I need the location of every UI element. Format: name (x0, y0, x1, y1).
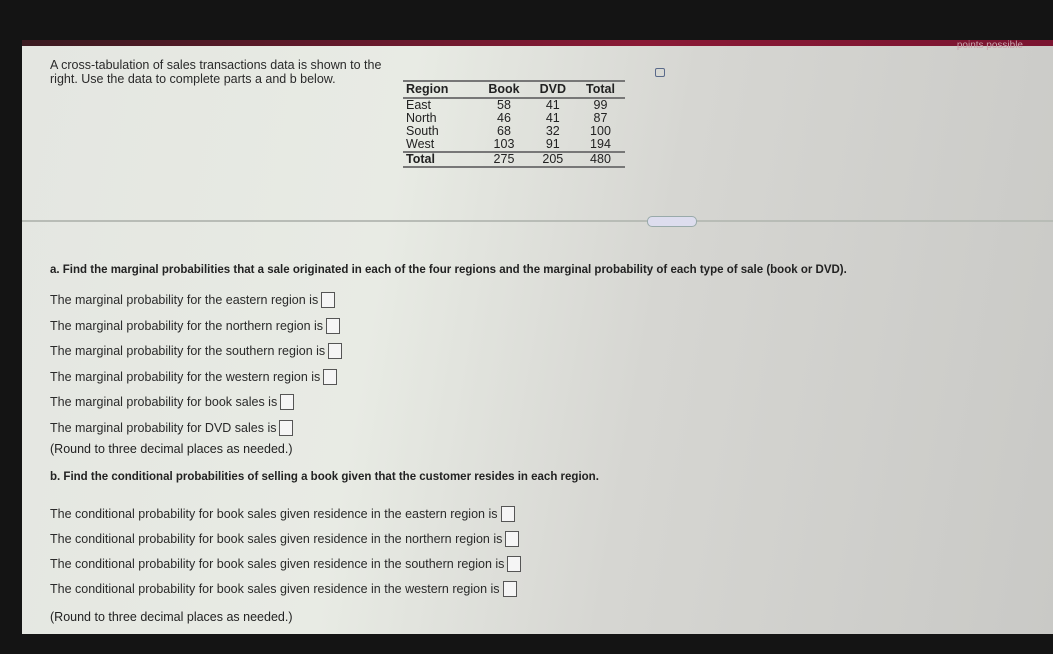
answer-input[interactable] (279, 419, 294, 436)
answer-input[interactable] (321, 292, 336, 308)
table-row: East 58 41 99 (403, 98, 625, 112)
answer-label: The conditional probability for book sal… (50, 507, 498, 521)
table-cell: Total (403, 151, 479, 167)
table-cell: 100 (590, 124, 611, 138)
answer-label: The marginal probability for the souther… (50, 344, 326, 358)
table-row: West 103 91 194 (403, 138, 625, 152)
answer-input[interactable] (505, 531, 520, 547)
column-header: DVD (529, 81, 577, 99)
answer-line: The marginal probability for book sales … (50, 394, 295, 410)
answer-input[interactable] (326, 317, 341, 334)
table-cell: 480 (576, 151, 625, 167)
answer-line: The marginal probability for the western… (50, 368, 338, 385)
table-cell: 87 (593, 111, 608, 125)
table-cell: 68 (497, 124, 511, 138)
column-header: Total (576, 81, 625, 99)
part-a-note: (Round to three decimal places as needed… (50, 442, 293, 456)
table-cell: 194 (590, 137, 611, 151)
screen: points possible A cross-tabulation of sa… (22, 40, 1053, 634)
cross-tab-table: Region Book DVD Total East 58 41 99 North 46 41 87… (403, 80, 625, 168)
answer-input[interactable] (323, 368, 338, 385)
intro-text: A cross-tabulation of sales transactions… (50, 58, 382, 86)
column-header: Region (403, 81, 479, 99)
answer-label: The marginal probability for the eastern… (50, 293, 319, 307)
total-row: Total 275 205 480 (403, 151, 625, 167)
table-cell: 58 (497, 98, 511, 112)
answer-line: The marginal probability for DVD sales i… (50, 419, 294, 436)
table-cell: 41 (545, 111, 560, 125)
column-header: Book (478, 81, 530, 99)
table-row: North 46 41 87 (403, 112, 625, 125)
part-a-question: a. Find the marginal probabilities that … (50, 264, 847, 276)
table-cell: 91 (545, 137, 560, 151)
table-cell: West (406, 137, 435, 151)
answer-label: The conditional probability for book sal… (50, 532, 503, 546)
table-cell: 41 (545, 98, 560, 112)
answer-label: The marginal probability for the western… (50, 369, 321, 384)
answer-line: The conditional probability for book sal… (50, 581, 517, 597)
answer-input[interactable] (328, 343, 343, 359)
table-cell: 46 (497, 111, 511, 125)
answer-input[interactable] (280, 394, 295, 410)
answer-input[interactable] (502, 581, 517, 597)
table-cell: 205 (529, 151, 577, 167)
answer-line: The conditional probability for book sal… (50, 506, 515, 522)
table-cell: 275 (478, 151, 530, 167)
answer-line: The marginal probability for the norther… (50, 317, 341, 334)
table-cell: North (406, 111, 437, 125)
answer-label: The conditional probability for book sal… (50, 582, 500, 596)
answer-input[interactable] (500, 506, 515, 522)
top-bar: points possible (22, 40, 1053, 51)
more-button[interactable] (647, 216, 697, 227)
answer-label: The marginal probability for the norther… (50, 318, 324, 333)
answer-input[interactable] (507, 556, 522, 572)
table-cell: 99 (593, 98, 608, 112)
answer-line: The marginal probability for the eastern… (50, 292, 336, 308)
answer-line: The conditional probability for book sal… (50, 556, 522, 572)
table-cell: 103 (493, 137, 515, 151)
divider (22, 220, 1053, 222)
answer-line: The marginal probability for the souther… (50, 343, 343, 359)
answer-label: The marginal probability for book sales … (50, 395, 278, 409)
table-cell: 32 (545, 124, 560, 138)
part-b-question: b. Find the conditional probabilities of… (50, 471, 599, 483)
table-cell: East (406, 98, 432, 112)
copy-icon[interactable] (655, 68, 665, 77)
answer-line: The conditional probability for book sal… (50, 531, 520, 547)
answer-label: The marginal probability for DVD sales i… (50, 420, 277, 435)
points-text: points possible (956, 40, 1023, 51)
table-row: South 68 32 100 (403, 125, 625, 138)
table-cell: South (406, 124, 439, 138)
answer-label: The conditional probability for book sal… (50, 557, 505, 571)
part-b-note: (Round to three decimal places as needed… (50, 610, 293, 624)
